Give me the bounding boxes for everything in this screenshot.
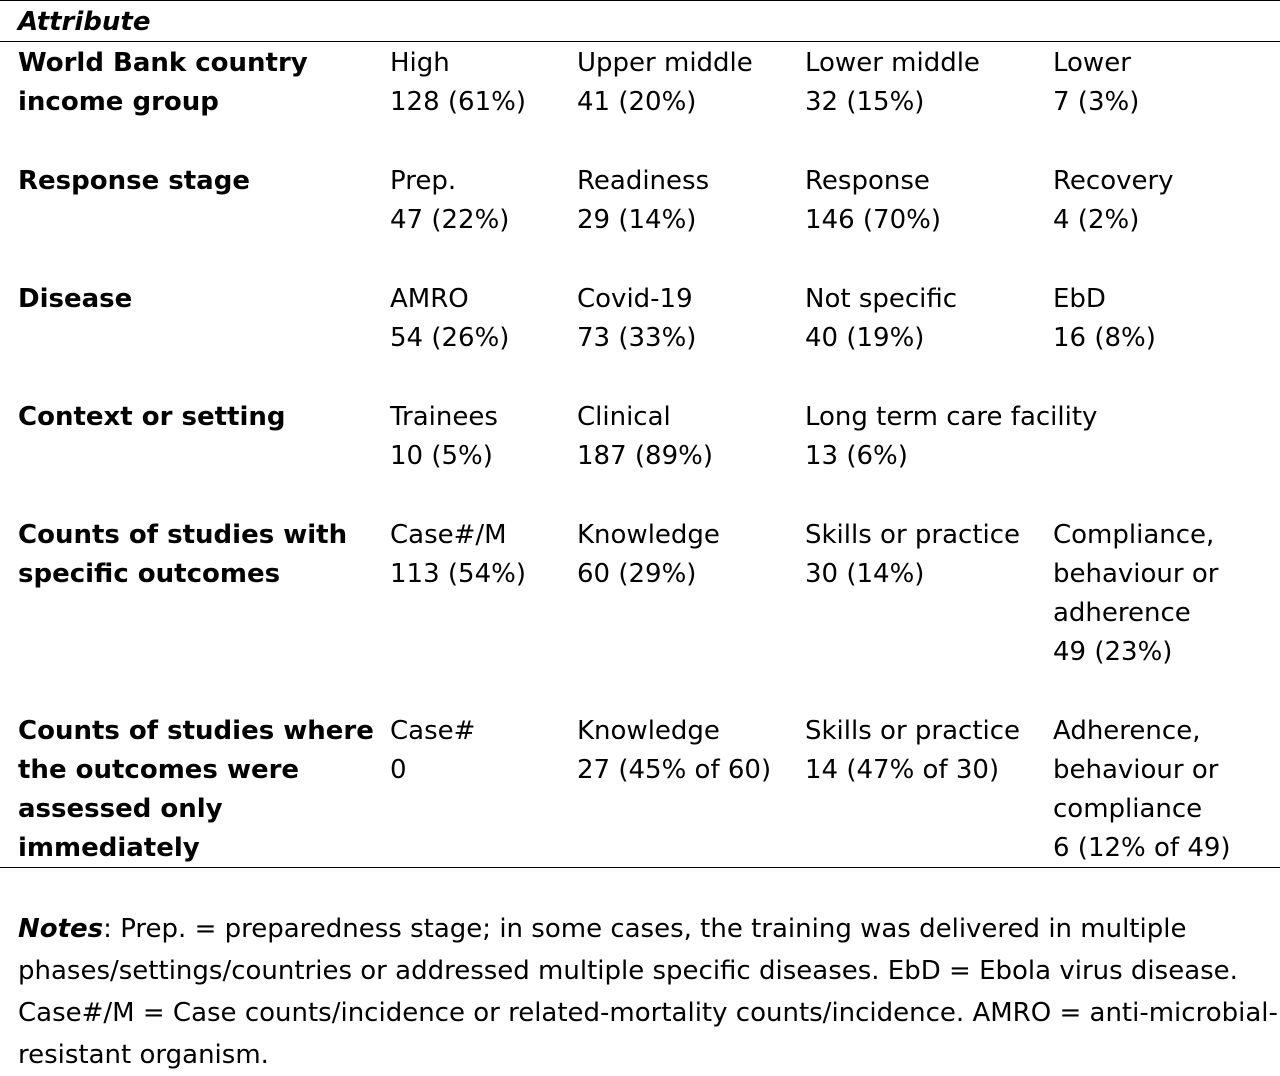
table-cell: Knowledge 60 (29%): [577, 520, 720, 589]
table-cell: Recovery 4 (2%): [1053, 166, 1174, 235]
table-notes: Notes: Prep. = preparedness stage; in so…: [18, 908, 1278, 1076]
table-cell: Response 146 (70%): [805, 166, 941, 235]
table-cell: Skills or practice 30 (14%): [805, 520, 1021, 589]
table-cell: Prep. 47 (22%): [390, 166, 510, 235]
table-cell: Skills or practice 14 (47% of 30): [805, 716, 1021, 785]
table-cell: Adherence, behaviour or compliance 6 (12…: [1053, 716, 1231, 863]
table-cell: Long term care facility 13 (6%): [805, 402, 1098, 471]
table-cell: Case#/M 113 (54%): [390, 520, 526, 589]
table-cell: Case# 0: [390, 716, 476, 785]
table-header-rule: [0, 41, 1280, 42]
row-attribute: Counts of studies where the outcomes wer…: [18, 716, 374, 863]
table-cell: EbD 16 (8%): [1053, 284, 1156, 353]
table-cell: High 128 (61%): [390, 48, 526, 117]
row-attribute: Context or setting: [18, 402, 286, 432]
table-top-rule: [0, 0, 1280, 1]
notes-label: Notes: [18, 914, 104, 944]
notes-text: : Prep. = preparedness stage; in some ca…: [18, 914, 1278, 1070]
table-cell: Trainees 10 (5%): [390, 402, 498, 471]
table-cell: Lower middle 32 (15%): [805, 48, 980, 117]
table-cell: Clinical 187 (89%): [577, 402, 713, 471]
row-attribute: World Bank country income group: [18, 48, 308, 117]
table-cell: Upper middle 41 (20%): [577, 48, 753, 117]
table-cell: Covid-19 73 (33%): [577, 284, 697, 353]
table-header-attribute: Attribute: [18, 7, 151, 37]
table-bottom-rule: [0, 867, 1280, 868]
table-cell: Knowledge 27 (45% of 60): [577, 716, 772, 785]
table-cell: Compliance, behaviour or adherence 49 (2…: [1053, 520, 1219, 667]
row-attribute: Response stage: [18, 166, 250, 196]
table-cell: Readiness 29 (14%): [577, 166, 710, 235]
row-attribute: Disease: [18, 284, 133, 314]
table-cell: AMRO 54 (26%): [390, 284, 510, 353]
table-cell: Not specific 40 (19%): [805, 284, 958, 353]
table-cell: Lower 7 (3%): [1053, 48, 1140, 117]
row-attribute: Counts of studies with specific outcomes: [18, 520, 348, 589]
